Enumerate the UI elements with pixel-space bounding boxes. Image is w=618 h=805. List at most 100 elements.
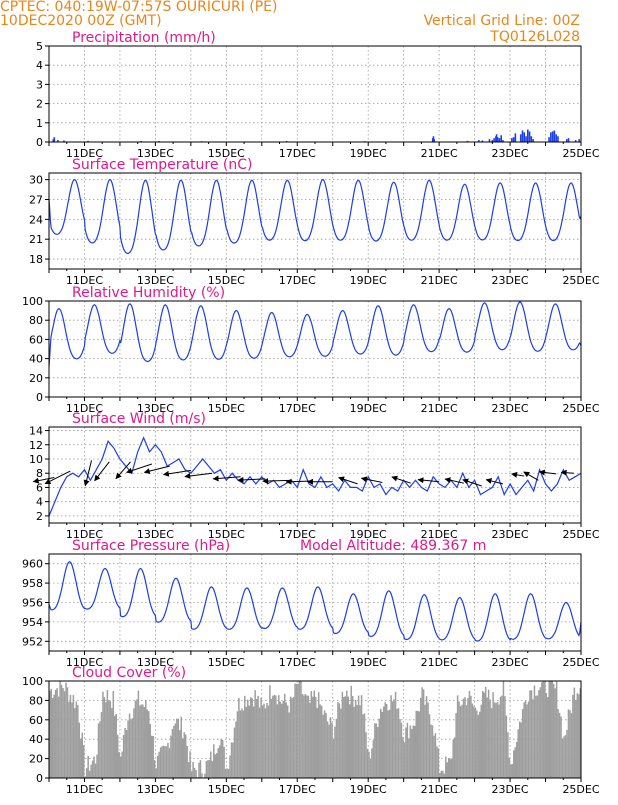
cloud-bar [460, 706, 462, 778]
cloud-bar [559, 713, 561, 778]
cloud-bar [102, 692, 104, 778]
cloud-bar [454, 737, 456, 778]
cloud-bar [577, 693, 579, 778]
cloud-bar [543, 681, 545, 778]
cloud-bar [105, 702, 107, 778]
cloud-bar [476, 711, 478, 778]
cloud-bar [337, 702, 339, 778]
cloud-bar [550, 681, 552, 778]
cloud-bar [556, 682, 558, 778]
cloud-bar [433, 736, 435, 778]
x-tick-label: 23DEC [492, 528, 529, 541]
cloud-bar [259, 707, 261, 778]
cloud-bar [512, 764, 514, 778]
cloud-bar [364, 714, 366, 778]
cloud-bar [108, 700, 110, 778]
cloud-bar [483, 693, 485, 778]
cloud-bar [126, 730, 128, 778]
y-tick-label: 20 [29, 372, 43, 385]
y-tick-label: 4 [36, 59, 43, 72]
x-tick-label: 11DEC [66, 783, 103, 796]
cloud-bar [151, 736, 153, 778]
cloud-bar [145, 700, 147, 778]
precip-bar [529, 131, 531, 142]
cloud-bar [491, 708, 493, 778]
y-tick-label: 6 [36, 481, 43, 494]
cloud-bar [395, 692, 397, 778]
cloud-bar [268, 706, 270, 778]
cloud-bar [324, 710, 326, 778]
series-line [49, 562, 581, 641]
cloud-bar [523, 702, 525, 778]
cloud-bar [404, 742, 406, 778]
cloud-bar [492, 692, 494, 778]
precip-bar [555, 134, 557, 142]
cloud-bar [232, 743, 234, 778]
x-tick-label: 15DEC [208, 656, 245, 669]
y-tick-label: 3 [36, 78, 43, 91]
x-tick-label: 21DEC [421, 147, 458, 160]
panel-subtitle: Model Altitude: 489.367 m [300, 538, 486, 554]
cloud-bar [398, 708, 400, 778]
cloud-bar [574, 688, 576, 778]
cloud-bar [461, 705, 463, 778]
cloud-bar [330, 717, 332, 778]
cloud-bar [455, 713, 457, 778]
cloud-bar [269, 685, 271, 778]
y-tick-label: 100 [22, 295, 43, 308]
cloud-bar [284, 694, 286, 778]
cloud-bar [339, 703, 341, 778]
cloud-bar [71, 702, 73, 778]
cloud-bar [393, 699, 395, 778]
cloud-bar [265, 708, 267, 778]
cloud-bar [281, 704, 283, 778]
wind-arrow [561, 472, 574, 473]
cloud-bar [418, 711, 420, 778]
cloud-bar [135, 701, 137, 778]
cloud-bar [238, 698, 240, 778]
cloud-bar [414, 726, 416, 778]
cloud-bar [80, 738, 82, 778]
model-code: TQ0126L028 [489, 29, 580, 45]
cloud-bar [300, 681, 302, 778]
cloud-bar [373, 740, 375, 778]
x-tick-label: 17DEC [279, 783, 316, 796]
x-tick-label: 19DEC [350, 402, 387, 415]
cloud-bar [352, 696, 354, 778]
cloud-bar [427, 703, 429, 778]
cloud-bar [557, 709, 559, 778]
cloud-bar [234, 728, 236, 778]
cloud-bar [571, 713, 573, 778]
cloud-bar [132, 718, 134, 778]
x-tick-label: 19DEC [350, 783, 387, 796]
cloud-bar [377, 727, 379, 778]
cloud-bar [58, 697, 60, 778]
cloud-bar [207, 760, 209, 778]
cloud-bar [118, 752, 120, 778]
cloud-bar [278, 695, 280, 778]
cloud-bar [309, 703, 311, 778]
cloud-bar [464, 697, 466, 778]
cloud-bar [535, 696, 537, 778]
cloud-bar [350, 686, 352, 778]
cloud-bar [226, 768, 228, 778]
panel-title: Precipitation (mm/h) [72, 30, 216, 46]
y-tick-label: 100 [22, 675, 43, 688]
cloud-bar [127, 720, 129, 778]
cloud-bar [243, 711, 245, 778]
cloud-bar [367, 749, 369, 778]
cloud-bar [396, 709, 398, 778]
cloud-bar [285, 702, 287, 778]
cloud-bar [547, 697, 549, 778]
cloud-bar [452, 740, 454, 778]
cloud-bar [568, 709, 570, 778]
cloud-bar [144, 707, 146, 778]
cloud-bar [408, 738, 410, 778]
cloud-bar [213, 744, 215, 778]
wind-speed-line [49, 438, 581, 516]
cloud-bar [515, 747, 517, 778]
precip-bar [522, 130, 524, 142]
wind-arrow [512, 474, 525, 476]
y-tick-label: 21 [29, 233, 43, 246]
